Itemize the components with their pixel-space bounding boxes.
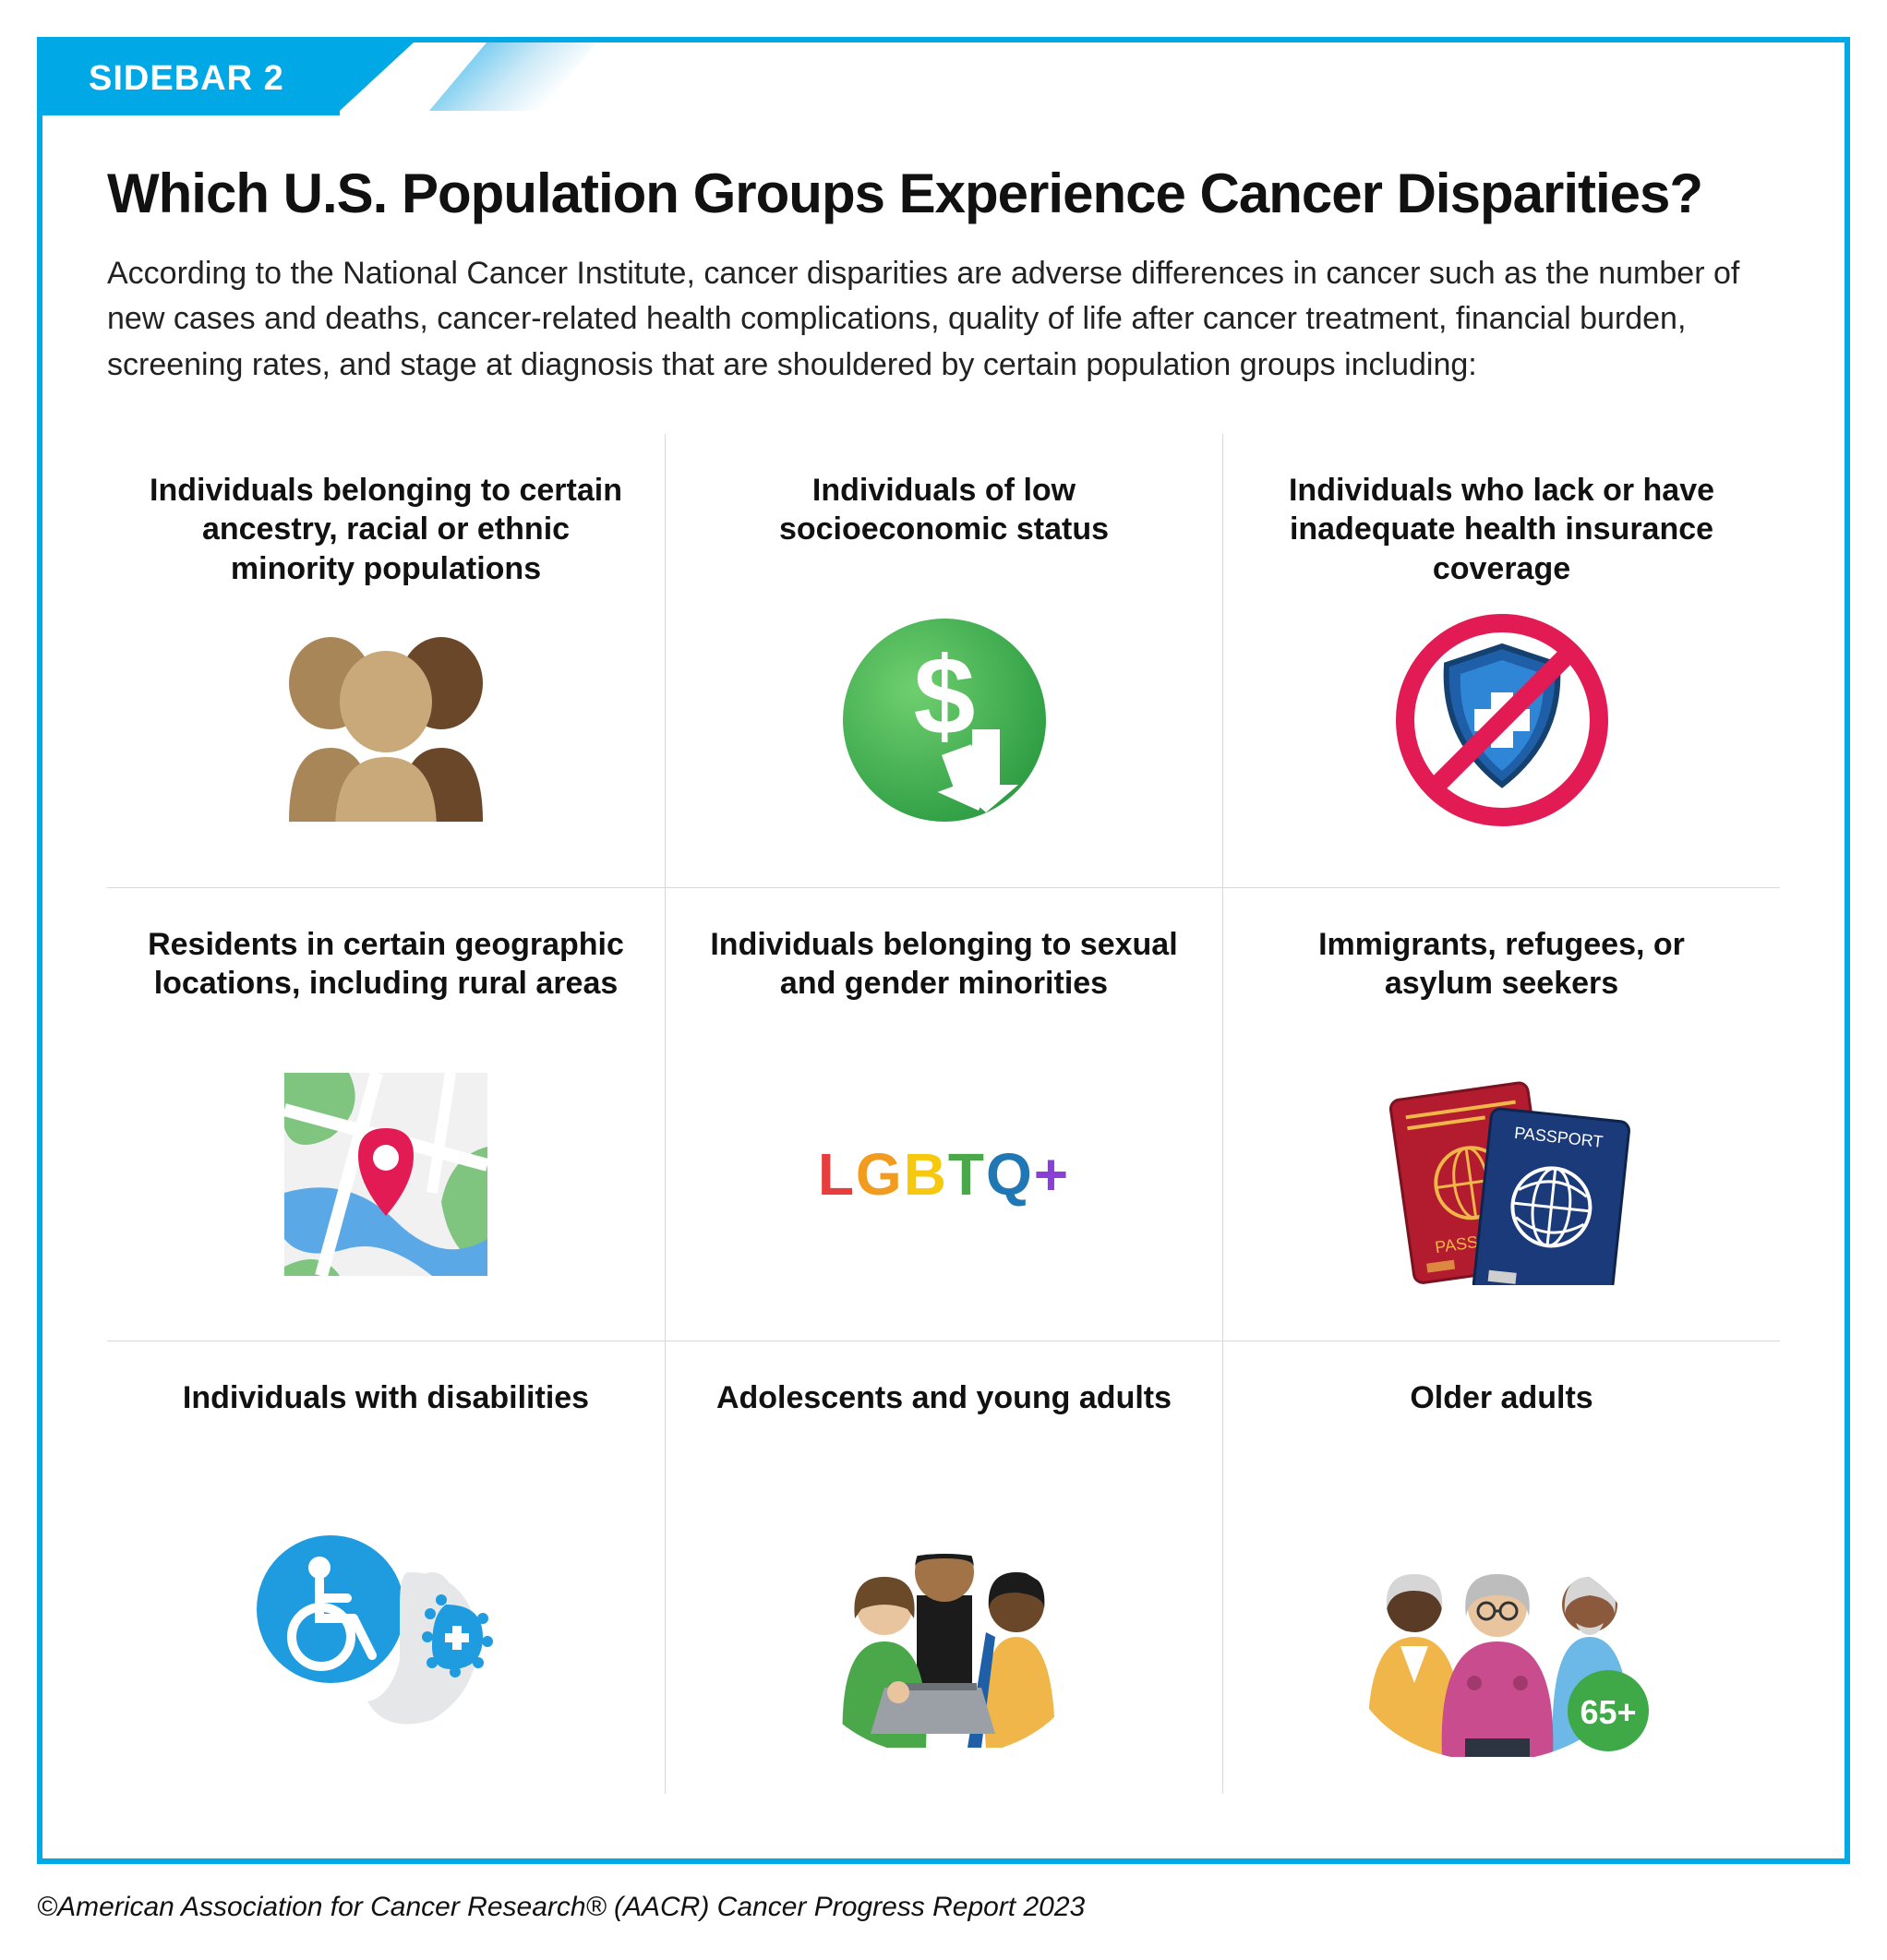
population-grid: Individuals belonging to certain ancestr… [107, 434, 1780, 1794]
cell-label: Individuals with disabilities [174, 1378, 598, 1498]
cell-label: Individuals of low socioeconomic status [693, 471, 1195, 591]
page-title: Which U.S. Population Groups Experience … [107, 162, 1780, 225]
copyright-footer: ©American Association for Cancer Researc… [37, 1892, 1850, 1923]
banner-fade-decoration [429, 42, 597, 111]
older-adults-icon: 65+ [1251, 1498, 1752, 1757]
intro-paragraph: According to the National Cancer Institu… [107, 251, 1780, 388]
banner-label: SIDEBAR 2 [89, 59, 284, 98]
disability-icon [135, 1498, 637, 1757]
grid-cell-ancestry: Individuals belonging to certain ancestr… [107, 434, 665, 887]
cell-label: Older adults [1400, 1378, 1602, 1498]
cell-label: Residents in certain geographic location… [135, 925, 637, 1045]
grid-cell-disabilities: Individuals with disabilities [107, 1341, 665, 1794]
grid-cell-older-adults: Older adults [1222, 1341, 1780, 1794]
young-adults-icon [693, 1498, 1195, 1757]
grid-cell-lgbtq: Individuals belonging to sexual and gend… [665, 887, 1222, 1341]
content-area: Which U.S. Population Groups Experience … [42, 115, 1845, 1858]
sidebar-banner: SIDEBAR 2 [42, 42, 340, 115]
cell-label: Individuals who lack or have inadequate … [1251, 471, 1752, 591]
lgbtq-letters: LGBTQ+ [818, 1140, 1070, 1208]
cell-label: Individuals belonging to sexual and gend… [693, 925, 1195, 1045]
people-silhouettes-icon [135, 591, 637, 850]
map-pin-icon [135, 1045, 637, 1304]
no-insurance-shield-icon [1251, 591, 1752, 850]
dollar-down-icon: $ [693, 591, 1195, 850]
grid-cell-geographic: Residents in certain geographic location… [107, 887, 665, 1341]
cell-label: Adolescents and young adults [707, 1378, 1181, 1498]
passports-icon: PASSPORT PASSPORT [1251, 1045, 1752, 1304]
grid-cell-immigrants: Immigrants, refugees, or asylum seekers [1222, 887, 1780, 1341]
infographic-frame: SIDEBAR 2 Which U.S. Population Groups E… [37, 37, 1850, 1864]
lgbtq-text-icon: LGBTQ+ [693, 1045, 1195, 1304]
cell-label: Individuals belonging to certain ancestr… [135, 471, 637, 591]
grid-cell-insurance: Individuals who lack or have inadequate … [1222, 434, 1780, 887]
cell-label: Immigrants, refugees, or asylum seekers [1251, 925, 1752, 1045]
svg-text:$: $ [913, 634, 975, 758]
grid-cell-socioeconomic: Individuals of low socioeconomic status … [665, 434, 1222, 887]
age-badge: 65+ [1580, 1693, 1636, 1731]
grid-cell-young-adults: Adolescents and young adults [665, 1341, 1222, 1794]
